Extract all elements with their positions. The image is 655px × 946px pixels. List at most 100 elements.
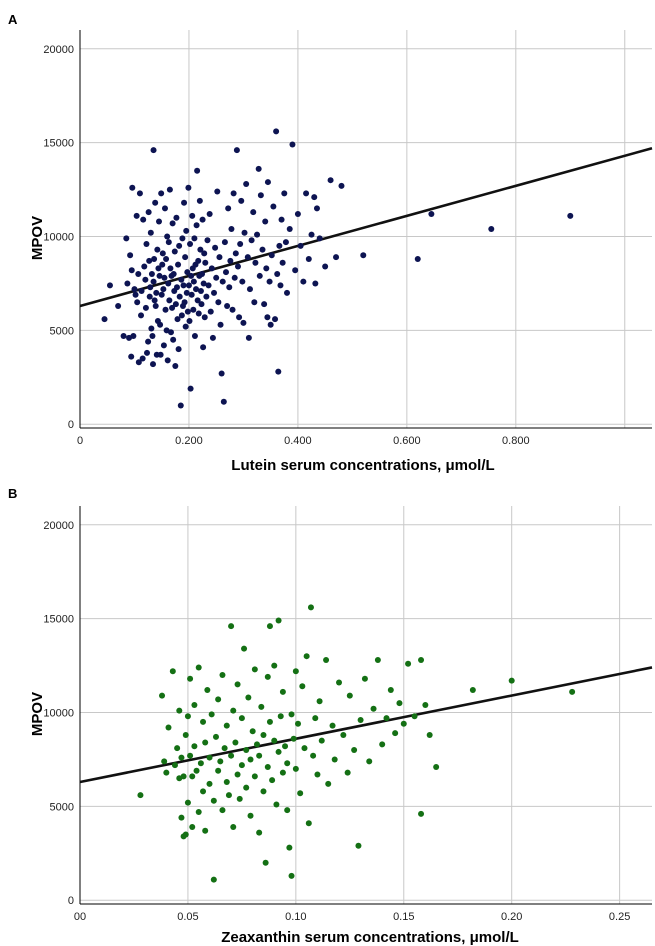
data-point <box>277 282 284 289</box>
data-point <box>279 769 286 776</box>
data-point <box>292 765 299 772</box>
data-point <box>185 184 192 191</box>
data-point <box>263 265 270 272</box>
x-tick-label: 0.25 <box>609 911 630 923</box>
data-point <box>184 713 191 720</box>
data-point <box>199 271 206 278</box>
data-point <box>351 747 358 754</box>
data-point <box>175 346 182 353</box>
data-point <box>135 359 142 366</box>
data-point <box>173 214 180 221</box>
data-point <box>234 263 241 270</box>
data-point <box>392 730 399 737</box>
data-point <box>145 338 152 345</box>
data-point <box>387 686 394 693</box>
data-point <box>143 241 150 248</box>
data-point <box>238 197 245 204</box>
regression-line <box>79 666 653 784</box>
data-point <box>340 732 347 739</box>
data-point <box>230 824 237 831</box>
data-point <box>189 212 196 219</box>
data-point <box>159 250 166 257</box>
data-point <box>176 707 183 714</box>
x-tick-label: 0.10 <box>285 911 306 923</box>
data-point <box>286 844 293 851</box>
data-point <box>134 299 141 306</box>
data-point <box>101 316 108 323</box>
data-point <box>203 293 210 300</box>
data-point <box>171 248 178 255</box>
data-point <box>193 286 200 293</box>
data-point <box>230 707 237 714</box>
data-point <box>208 265 215 272</box>
data-point <box>215 299 222 306</box>
data-point <box>206 780 213 787</box>
x-tick-label: 00 <box>74 911 86 923</box>
data-point <box>305 256 312 263</box>
data-point <box>182 254 189 261</box>
data-point <box>166 297 173 304</box>
data-point <box>184 799 191 806</box>
data-point <box>190 306 197 313</box>
data-point <box>137 792 144 799</box>
data-point <box>202 827 209 834</box>
data-point <box>260 788 267 795</box>
data-point <box>256 829 263 836</box>
data-point <box>178 754 185 761</box>
data-point <box>206 210 213 217</box>
data-point <box>318 737 325 744</box>
data-point <box>217 758 224 765</box>
data-point <box>278 216 285 223</box>
x-tick-label: 0.200 <box>175 435 203 447</box>
data-point <box>220 398 227 405</box>
data-point <box>297 242 304 249</box>
data-point <box>383 715 390 722</box>
data-point <box>141 263 148 270</box>
data-point <box>178 312 185 319</box>
data-point <box>266 278 273 285</box>
data-point <box>146 257 153 264</box>
data-point <box>193 222 200 229</box>
data-point <box>189 773 196 780</box>
data-point <box>305 820 312 827</box>
data-point <box>266 623 273 630</box>
data-point <box>106 282 113 289</box>
data-point <box>284 289 291 296</box>
data-point <box>142 304 149 311</box>
data-point <box>426 732 433 739</box>
data-point <box>187 675 194 682</box>
data-point <box>123 235 130 242</box>
data-point <box>158 190 165 197</box>
data-point <box>148 325 155 332</box>
data-point <box>234 681 241 688</box>
y-tick-label: 0 <box>68 419 74 431</box>
data-point <box>128 353 135 360</box>
data-point <box>228 623 235 630</box>
data-point <box>160 286 167 293</box>
data-point <box>157 321 164 328</box>
data-point <box>310 752 317 759</box>
panel-b-letter: B <box>8 486 17 501</box>
data-point <box>176 242 183 249</box>
data-point <box>187 752 194 759</box>
x-tick-label: 0.20 <box>501 911 522 923</box>
data-point <box>259 246 266 253</box>
data-point <box>232 739 239 746</box>
data-point <box>209 334 216 341</box>
data-point <box>219 807 226 814</box>
data-point <box>311 194 318 201</box>
data-point <box>264 673 271 680</box>
data-point <box>191 702 198 708</box>
data-point <box>303 190 310 197</box>
data-point <box>370 705 377 712</box>
data-point <box>195 257 202 264</box>
y-tick-label: 20000 <box>43 44 74 56</box>
data-point <box>329 722 336 729</box>
data-point <box>208 711 215 718</box>
data-point <box>175 261 182 268</box>
data-point <box>185 282 192 289</box>
data-point <box>183 227 190 234</box>
gridlines <box>79 30 652 429</box>
data-point <box>216 254 223 261</box>
data-point <box>130 333 137 340</box>
